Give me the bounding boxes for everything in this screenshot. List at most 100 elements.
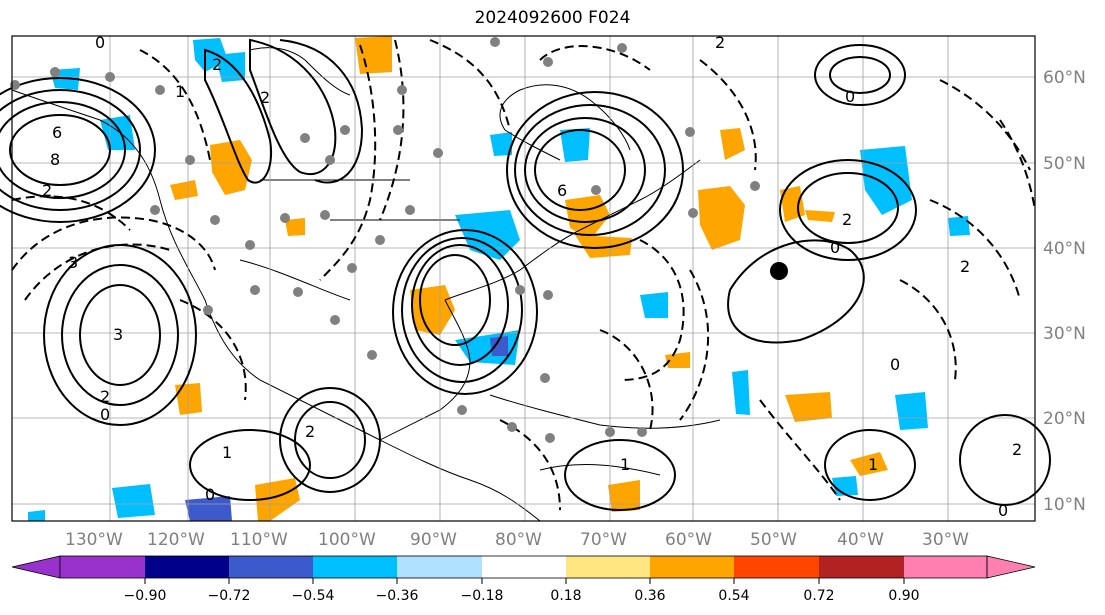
lon-label: 110°W — [230, 530, 288, 550]
colorbar-tick-label: −0.36 — [376, 588, 419, 604]
contour-line — [0, 77, 156, 223]
contour-label: 6 — [52, 123, 62, 142]
contour-line — [899, 279, 957, 381]
station-marker — [375, 235, 385, 245]
map-area — [12, 36, 1035, 521]
contour-label: 1 — [175, 82, 185, 101]
contour-label: 2 — [305, 422, 315, 441]
lon-label: 40°W — [837, 530, 884, 550]
contour-line — [204, 48, 273, 184]
contour-line — [11, 216, 216, 271]
storm-center-marker — [770, 262, 788, 280]
station-marker — [105, 72, 115, 82]
contour-label: 2 — [960, 257, 970, 276]
contour-line — [564, 439, 676, 511]
lat-label: 60°N — [1043, 68, 1086, 88]
lon-label: 50°W — [750, 530, 797, 550]
contour-line — [499, 419, 561, 511]
station-marker — [750, 181, 760, 191]
contour-line — [829, 56, 891, 94]
station-marker — [245, 240, 255, 250]
contour-line — [61, 264, 179, 406]
lon-label: 80°W — [495, 530, 542, 550]
contour-line — [506, 91, 684, 249]
contour-line — [759, 399, 841, 501]
contour-label: 3 — [68, 253, 78, 272]
warm-shade — [170, 180, 198, 200]
cool-shade — [732, 370, 750, 415]
contour-line — [419, 254, 491, 346]
cool-shade — [490, 132, 512, 156]
contour-line — [11, 195, 131, 231]
colorbar-segment — [313, 556, 397, 578]
lon-label: 130°W — [65, 530, 123, 550]
station-markers — [10, 37, 760, 443]
colorbar-segment — [819, 556, 904, 578]
colorbar-tick-label: 0.54 — [718, 588, 749, 604]
lon-label: 90°W — [410, 530, 457, 550]
colorbar-tick-label: 0.36 — [634, 588, 665, 604]
station-marker — [515, 285, 525, 295]
colorbar-segment — [60, 556, 145, 578]
contour-label: 2 — [100, 387, 110, 406]
cool-shade — [895, 392, 928, 430]
contour-label: 0 — [890, 355, 900, 374]
contour-line — [814, 44, 906, 106]
station-marker — [330, 315, 340, 325]
contour-label: 0 — [205, 485, 215, 504]
contour-labels: 0 2 6 8 3 2 1 0 2 6 3 2 1 2 2 0 1 0 2 0 … — [42, 33, 1022, 520]
contour-line — [392, 229, 538, 395]
station-marker — [367, 350, 377, 360]
colorbar-tick-label: −0.72 — [208, 588, 251, 604]
lon-label: 70°W — [580, 530, 627, 550]
map-title: 2024092600 F024 — [474, 8, 631, 28]
warm-shade — [850, 452, 888, 476]
contour-line — [279, 387, 381, 493]
colorbar-segment — [650, 556, 734, 578]
contour-label: 2 — [842, 210, 852, 229]
warm-shade — [210, 140, 252, 195]
contour-label: 2 — [260, 88, 270, 107]
contour-label: 8 — [50, 150, 60, 169]
lat-label: 50°N — [1043, 154, 1086, 174]
contour-line — [401, 237, 523, 383]
station-marker — [543, 57, 553, 67]
warm-shade — [698, 186, 745, 250]
warm-shade — [805, 210, 835, 222]
colorbar-segment — [145, 556, 229, 578]
contour-line — [929, 199, 1021, 301]
station-marker — [250, 285, 260, 295]
lon-label: 60°W — [665, 530, 712, 550]
warm-shade — [575, 235, 632, 258]
warm-shade — [285, 218, 305, 236]
colorbar-tick-label: 0.18 — [550, 588, 581, 604]
contour-line — [294, 401, 366, 479]
station-marker — [340, 125, 350, 135]
contour-line — [727, 239, 865, 344]
contour-label: 2 — [1012, 440, 1022, 459]
contour-line — [179, 299, 247, 401]
cool-shade — [948, 216, 970, 236]
station-marker — [507, 422, 517, 432]
contour-line — [524, 117, 646, 223]
contour-line — [79, 284, 161, 386]
contour-label: 0 — [998, 501, 1008, 520]
contour-line — [0, 101, 126, 199]
contour-label: 2 — [212, 55, 222, 74]
contour-label: 2 — [42, 181, 52, 200]
station-marker — [405, 205, 415, 215]
warm-shade — [410, 285, 455, 335]
colorbar: −0.90 −0.72 −0.54 −0.36 −0.18 0.18 0.36 … — [11, 555, 1036, 604]
contour-line — [9, 114, 111, 186]
station-marker — [280, 213, 290, 223]
cool-shade — [112, 484, 155, 518]
station-marker — [637, 427, 647, 437]
colorbar-tick-label: −0.18 — [461, 588, 504, 604]
station-marker — [393, 125, 403, 135]
contour-line — [824, 429, 916, 501]
station-marker — [617, 43, 627, 53]
contour-line — [939, 79, 1031, 171]
contour-line — [249, 38, 337, 175]
station-marker — [150, 205, 160, 215]
